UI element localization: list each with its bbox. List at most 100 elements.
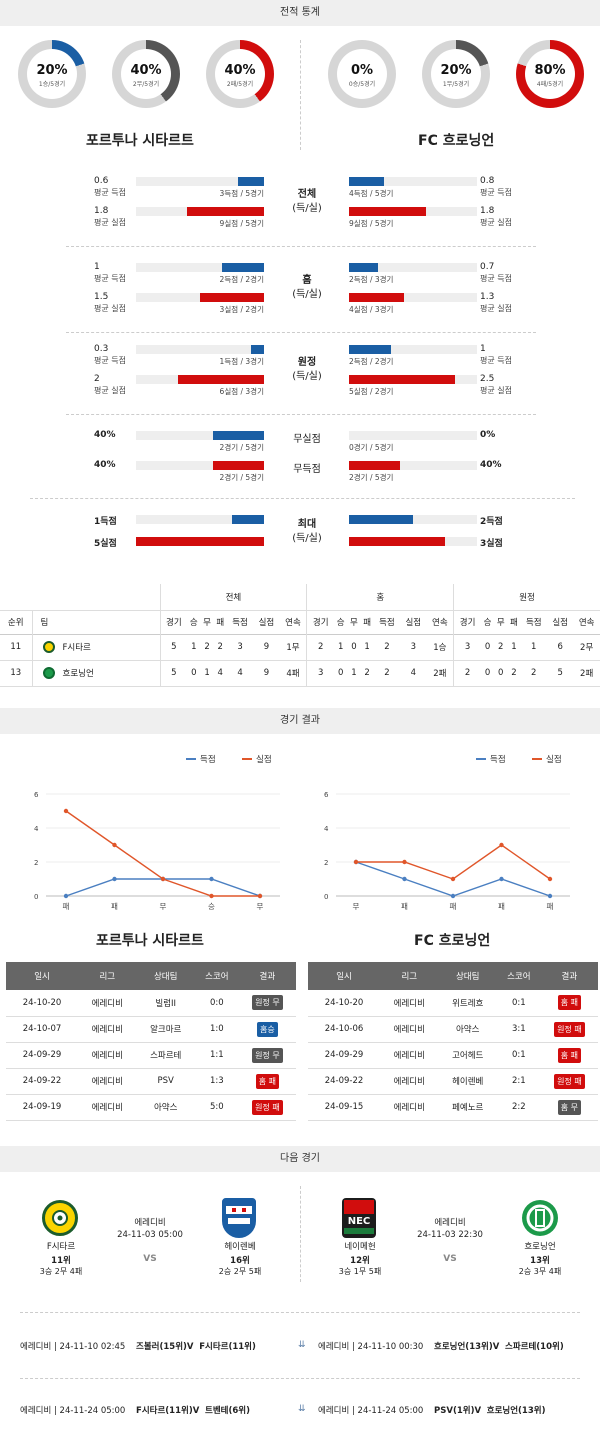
home-bar-fill [200,293,264,302]
standings-cell: 2 [384,642,390,652]
chevron-down-icon[interactable]: ⇊ [298,1404,306,1414]
result-cell: 홈 패 [540,990,598,1017]
next-home-name: F시타르 [46,1242,76,1252]
standings-cell: 2 [384,668,390,678]
result-badge: 홈 패 [255,1073,279,1089]
home-stat-value: 1.8 [94,206,109,216]
standings-col-header: 경기 [159,610,188,634]
fixture-info: 에레디비 | 24-11-24 05:00 [20,1406,126,1416]
result-score: 1:1 [194,1042,239,1069]
result-score: 2:1 [496,1068,541,1095]
away-bar-caption: 2경기 / 5경기 [349,473,394,482]
home-bar-fill [213,431,264,440]
table-row[interactable]: 24-09-19 에레디비 아약스 5:0 원정 패 [6,1094,296,1121]
table-row[interactable]: 24-10-20 에레디비 빌럼II 0:0 원정 무 [6,990,296,1017]
away-bar-fill [349,537,445,546]
table-row[interactable]: 24-10-20 에레디비 위트레흐 0:1 홈 패 [308,990,598,1017]
away-bar-caption: 0경기 / 5경기 [349,443,394,452]
max-group-label: 최대 (득/실) [277,518,337,546]
future-fixture[interactable]: 에레디비 | 24-11-10 00:30 흐로닝언(13위)V 스파르테(10… [318,1340,564,1352]
future-fixture[interactable]: 에레디비 | 24-11-10 02:45 즈볼러(15위)V F시타르(11위… [20,1340,256,1352]
home-bar-track [136,177,264,186]
standings-col-header: 패 [363,618,372,628]
legend-label: 실점 [546,754,562,765]
home-team-name: 포르투나 시타르트 [86,133,194,149]
away-stat-value: 3실점 [480,539,503,549]
table-row[interactable]: 24-10-06 에레디비 아약스 3:1 원정 패 [308,1016,598,1043]
donut-percent: 0% [350,63,374,78]
results-col-header: 일시 [6,962,79,990]
future-fixture[interactable]: 에레디비 | 24-11-24 05:00 PSV(1위)V 흐로닝언(13위) [318,1404,545,1416]
result-league: 에레디비 [380,990,439,1017]
away-bar-fill [349,375,455,384]
home-bar-caption: 2득점 / 2경기 [219,275,264,284]
standings-cell: 2패 [580,669,594,679]
groningen-crest-icon [522,1200,558,1236]
away-stat-label: 평균 득점 [480,356,512,365]
standings-rank: 11 [0,634,33,660]
result-league: 에레디비 [380,1042,439,1069]
future-fixture[interactable]: 에레디비 | 24-11-24 05:00 F시타르(11위)V 트벤테(6위) [20,1404,250,1416]
result-score: 0:1 [496,1042,541,1069]
away-stat-label: 평균 실점 [480,218,512,227]
data-point [160,876,166,882]
fixture-away: 스파르테(10위) [505,1342,564,1352]
x-tick-label: 무 [160,902,167,911]
fortuna-sittard-crest-icon [42,1200,78,1236]
y-tick-label: 4 [324,825,329,833]
nec-crest-icon: NEC [342,1198,376,1238]
table-row[interactable]: 24-09-22 에레디비 PSV 1:3 홈 패 [6,1068,296,1095]
table-row[interactable]: 24-09-15 에레디비 페예노르 2:2 홈 무 [308,1094,598,1121]
away-team-name: FC 흐로닝언 [418,133,495,149]
table-row[interactable]: 24-09-29 에레디비 고어헤드 0:1 홈 패 [308,1042,598,1069]
result-badge: 홈 패 [557,995,581,1011]
standings-cell: 0 [484,642,491,652]
standings-group-all: 전체 [159,584,307,610]
home-bar-track [136,431,264,440]
home-stat-value: 40% [94,430,116,440]
standings-col-header: 연속 [578,618,595,628]
results-col-header: 상대팀 [438,962,497,990]
home-stat-value: 0.6 [94,176,109,186]
home-bar-fill [136,537,264,546]
next-datetime: 24-11-03 05:00 [117,1230,183,1240]
result-opp: 페예노르 [438,1094,497,1121]
standings-team: 흐로닝언 [32,660,160,686]
standings-cell: 9 [263,668,270,678]
home-bar-caption: 2경기 / 5경기 [219,443,264,452]
standings-cell: 2 [498,642,504,652]
donut-chart: 80% 4패/5경기 [516,40,584,108]
home-bar-caption: 6실점 / 3경기 [219,387,264,396]
standings-rank: 13 [0,660,33,686]
data-point [112,842,117,848]
table-row[interactable]: 11 F시타르 5 1 2 2 3 9 1무 2 1 0 1 2 3 1승 3 0 2 1 1 6 2무 [0,634,600,660]
result-score: 0:1 [496,990,541,1017]
results-col-header: 리그 [380,962,439,990]
table-row[interactable]: 24-09-29 에레디비 스파르테 1:1 원정 무 [6,1042,296,1069]
standings-cell: 1승 [433,643,447,653]
donut-caption: 1승/5경기 [38,81,66,88]
data-point [499,876,504,882]
data-point [209,893,214,899]
standings-col-header: 패 [510,618,518,628]
home-stat-value: 5실점 [94,539,117,549]
table-row[interactable]: 24-09-22 에레디비 헤이렌베 2:1 원정 패 [308,1068,598,1095]
away-results-title: FC 흐로닝언 [414,933,491,949]
standings-cell: 5 [557,668,563,678]
result-league: 에레디비 [78,1094,137,1121]
next-league: 에레디비 [134,1218,166,1228]
table-row[interactable]: 13 흐로닝언 5 0 1 4 4 9 4패 3 0 1 2 2 4 2패 2 0 0 2 2 5 2패 [0,660,600,686]
standings-team-name: F시타르 [62,642,91,653]
standings-cell: 0 [498,668,504,678]
result-league: 에레디비 [380,1016,439,1043]
chevron-down-icon[interactable]: ⇊ [298,1340,306,1350]
result-league: 에레디비 [380,1068,439,1095]
result-date: 24-09-29 [308,1042,381,1069]
table-row[interactable]: 24-10-07 에레디비 알크마르 1:0 홈승 [6,1016,296,1043]
nil-stat-label: 무실점 [293,434,321,445]
home-stat-label: 평균 득점 [94,274,126,283]
standings-cell: 5 [159,660,188,686]
donut-percent: 80% [534,63,566,78]
home-bar-track [136,263,264,272]
result-cell: 원정 패 [238,1094,296,1121]
